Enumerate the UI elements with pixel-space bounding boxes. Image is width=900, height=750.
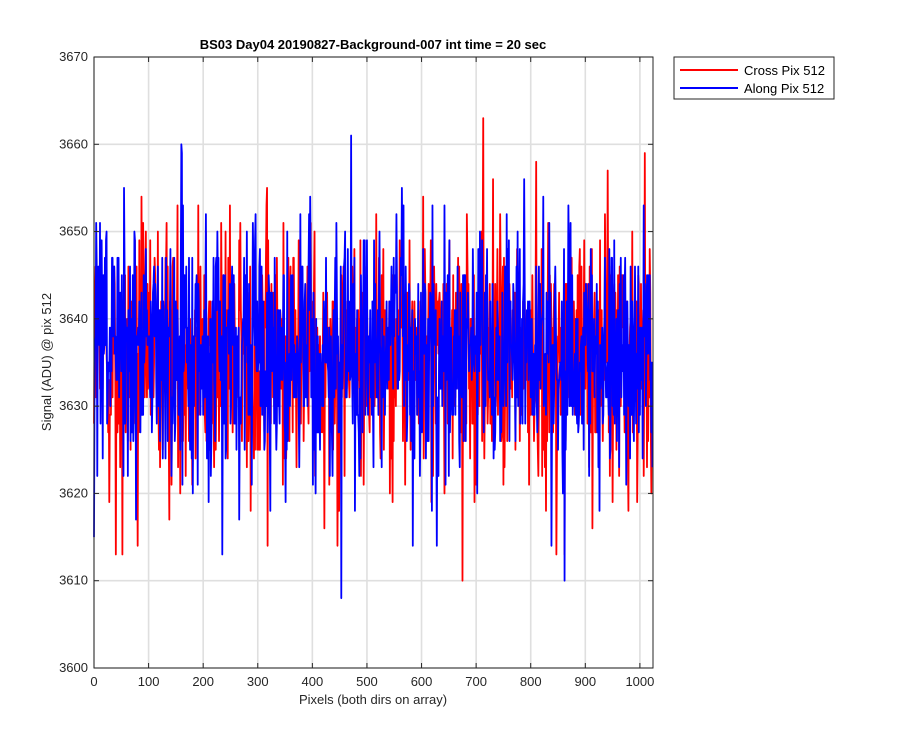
series-layer	[93, 117, 654, 600]
x-tick-label: 200	[192, 674, 214, 689]
x-tick-label: 1000	[625, 674, 654, 689]
y-tick-label: 3610	[59, 573, 88, 588]
legend-label-along: Along Pix 512	[744, 81, 824, 96]
x-tick-label: 0	[90, 674, 97, 689]
x-tick-label: 100	[138, 674, 160, 689]
series-line-along	[93, 134, 654, 600]
x-tick-label: 500	[356, 674, 378, 689]
y-tick-label: 3630	[59, 398, 88, 413]
y-tick-label: 3620	[59, 485, 88, 500]
y-tick-label: 3660	[59, 136, 88, 151]
legend-box	[673, 56, 835, 100]
chart-title: BS03 Day04 20190827-Background-007 int t…	[200, 37, 547, 52]
y-axis-label: Signal (ADU) @ pix 512	[39, 293, 54, 431]
x-tick-label: 900	[574, 674, 596, 689]
x-tick-label: 700	[465, 674, 487, 689]
plot-frame	[93, 56, 654, 669]
x-tick-label: 800	[520, 674, 542, 689]
y-tick-label: 3670	[59, 49, 88, 64]
axis-ticks: 0 100 200 300 400 500 600 700 800 900 1000 3600 3610…	[59, 49, 654, 689]
x-tick-label: 600	[411, 674, 433, 689]
legend: Cross Pix 512 Along Pix 512	[673, 56, 835, 100]
x-tick-label: 300	[247, 674, 269, 689]
y-tick-label: 3640	[59, 311, 88, 326]
y-tick-label: 3600	[59, 660, 88, 675]
x-axis-label: Pixels (both dirs on array)	[299, 692, 447, 707]
y-tick-label: 3650	[59, 224, 88, 239]
x-tick-label: 400	[302, 674, 324, 689]
legend-label-cross: Cross Pix 512	[744, 63, 825, 78]
